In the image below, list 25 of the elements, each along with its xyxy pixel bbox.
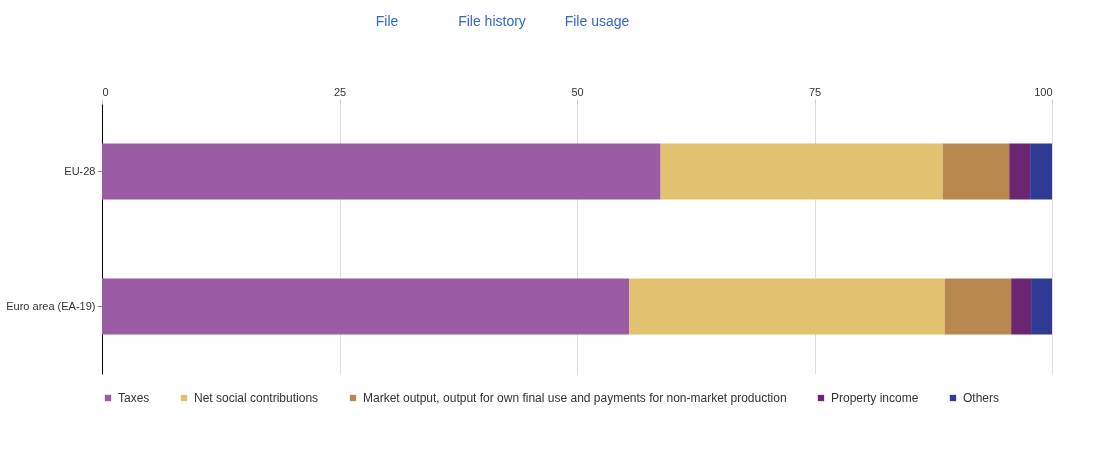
bar: [660, 143, 943, 200]
x-tick-label: 75: [808, 85, 822, 98]
legend-label: Others: [963, 391, 1000, 405]
x-tick-label: 50: [571, 85, 584, 98]
bar: [944, 278, 1012, 335]
legend-label: Market output, output for own final use and payments for non-market production: [363, 391, 787, 405]
legend-label: Property income: [831, 391, 919, 405]
bar: [1031, 278, 1052, 335]
bar: [102, 143, 661, 200]
bar: [1030, 143, 1052, 200]
bar: [102, 278, 630, 335]
bar: [629, 278, 945, 335]
y-tick-label: Euro area (EA-19): [6, 299, 96, 312]
text: File usage: [564, 13, 630, 29]
bar: [1009, 143, 1031, 200]
text: File: [375, 13, 399, 29]
y-tick-label: EU-28: [64, 164, 96, 177]
text: File history: [458, 13, 526, 29]
bar: [1011, 278, 1032, 335]
legend-label: Taxes: [118, 391, 150, 405]
x-tick-label: 0: [102, 85, 109, 98]
x-tick-label: 100: [1034, 85, 1053, 98]
bar: [942, 143, 1010, 200]
legend-label: Net social contributions: [194, 391, 319, 405]
x-tick-label: 25: [333, 85, 347, 98]
